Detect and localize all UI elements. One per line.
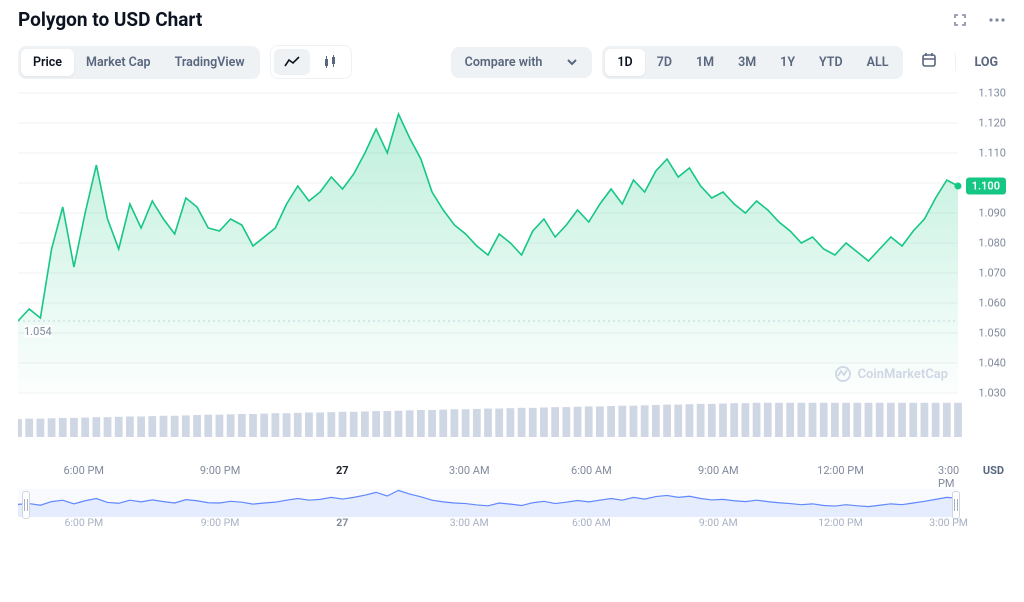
range-tab-ytd[interactable]: YTD	[807, 49, 855, 76]
view-tab-price[interactable]: Price	[21, 49, 74, 76]
x-tick: 12:00 PM	[817, 464, 864, 477]
chevron-down-icon	[566, 56, 578, 68]
x-tick: 6:00 AM	[571, 464, 612, 477]
more-icon[interactable]	[988, 12, 1006, 28]
compare-label: Compare with	[465, 55, 543, 70]
range-tab-1y[interactable]: 1Y	[768, 49, 807, 76]
range-tab-1d[interactable]: 1D	[605, 49, 644, 76]
x-tick: 6:00 PM	[64, 464, 104, 477]
page-title: Polygon to USD Chart	[18, 8, 202, 31]
view-tab-market-cap[interactable]: Market Cap	[74, 49, 163, 76]
range-tab-7d[interactable]: 7D	[645, 49, 684, 76]
compare-button[interactable]: Compare with	[451, 47, 593, 78]
x-tick: 9:00 PM	[200, 464, 240, 477]
x-tick: 27	[336, 464, 349, 477]
view-tabs: PriceMarket CapTradingView	[18, 46, 260, 79]
header-row: Polygon to USD Chart	[18, 8, 1006, 31]
log-toggle[interactable]: LOG	[966, 49, 1006, 76]
currency-label: USD	[983, 464, 1004, 477]
watermark: CoinMarketCap	[834, 365, 948, 383]
brush-handle-left[interactable]	[22, 491, 30, 519]
brush-x-tick: 9:00 PM	[201, 516, 240, 529]
line-chart-icon[interactable]	[274, 49, 310, 75]
brush-x-tick: 6:00 PM	[64, 516, 103, 529]
y-tick: 1.060	[978, 297, 1006, 310]
x-tick: 9:00 AM	[698, 464, 739, 477]
brush-x-tick: 3:00 PM	[929, 516, 968, 529]
y-tick: 1.040	[978, 357, 1006, 370]
brush-x-tick: 6:00 AM	[572, 516, 611, 529]
y-tick: 1.120	[978, 117, 1006, 130]
y-axis: 1.1301.1201.1101.1001.0901.0801.0701.060…	[964, 91, 1006, 461]
brush-x-tick: 27	[336, 516, 348, 529]
range-tab-1m[interactable]: 1M	[684, 49, 726, 76]
y-tick: 1.070	[978, 267, 1006, 280]
brush-handle-right[interactable]	[952, 491, 960, 519]
y-tick: 1.080	[978, 237, 1006, 250]
y-tick: 1.030	[978, 387, 1006, 400]
brush-x-tick: 9:00 AM	[699, 516, 738, 529]
range-tabs: 1D7D1M3M1YYTDALL	[602, 46, 903, 79]
range-tab-3m[interactable]: 3M	[726, 49, 768, 76]
y-tick: 1.110	[978, 147, 1006, 160]
y-tick: 1.050	[978, 327, 1006, 340]
view-tab-tradingview[interactable]: TradingView	[163, 49, 257, 76]
brush-timeline[interactable]: 6:00 PM 9:00 PM 27 3:00 AM 6:00 AM 9:00 AM 12:…	[18, 485, 1006, 529]
y-tick: 1.130	[978, 87, 1006, 100]
x-axis: USD 6:00 PM9:00 PM273:00 AM6:00 AM9:00 A…	[18, 461, 964, 481]
toolbar: PriceMarket CapTradingView Compare with	[18, 45, 1006, 79]
chart-svg	[18, 91, 1006, 461]
price-chart[interactable]: 1.1301.1201.1101.1001.0901.0801.0701.060…	[18, 91, 1006, 461]
start-price-label: 1.054	[24, 325, 52, 338]
x-tick: 3:00 AM	[449, 464, 490, 477]
fullscreen-icon[interactable]	[952, 12, 968, 28]
toolbar-left: PriceMarket CapTradingView	[18, 45, 352, 79]
candlestick-icon[interactable]	[312, 49, 348, 75]
range-tab-all[interactable]: ALL	[855, 49, 901, 76]
toolbar-right: Compare with 1D7D1M3M1YYTDALL LOG	[451, 46, 1006, 79]
y-tick: 1.090	[978, 207, 1006, 220]
divider	[955, 53, 956, 71]
header-actions	[952, 12, 1006, 28]
calendar-icon[interactable]	[913, 46, 945, 78]
brush-x-tick: 12:00 PM	[818, 516, 863, 529]
current-price-label: 1.100	[966, 178, 1006, 195]
brush-x-tick: 3:00 AM	[450, 516, 489, 529]
chart-type-group	[270, 45, 352, 79]
chart-container: Polygon to USD Chart PriceMarket CapTrad…	[0, 0, 1024, 529]
